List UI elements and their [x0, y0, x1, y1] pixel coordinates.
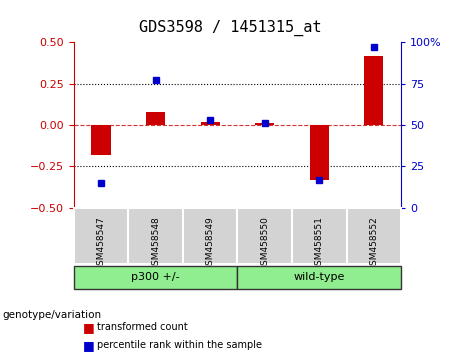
- FancyBboxPatch shape: [237, 266, 401, 289]
- FancyBboxPatch shape: [347, 208, 401, 264]
- Text: GSM458547: GSM458547: [96, 216, 106, 271]
- Text: GSM458549: GSM458549: [206, 216, 215, 271]
- Bar: [255, 124, 274, 125]
- FancyBboxPatch shape: [237, 208, 292, 264]
- Bar: [310, 125, 329, 179]
- Text: GSM458552: GSM458552: [369, 216, 378, 271]
- Bar: [201, 122, 220, 125]
- Bar: [91, 125, 111, 155]
- Text: GDS3598 / 1451315_at: GDS3598 / 1451315_at: [139, 20, 322, 36]
- Text: ■: ■: [83, 339, 95, 352]
- Text: ■: ■: [83, 321, 95, 334]
- Text: GSM458551: GSM458551: [315, 216, 324, 271]
- Bar: [146, 112, 165, 125]
- FancyBboxPatch shape: [74, 208, 128, 264]
- Text: wild-type: wild-type: [294, 272, 345, 282]
- FancyBboxPatch shape: [128, 208, 183, 264]
- FancyBboxPatch shape: [74, 266, 237, 289]
- FancyBboxPatch shape: [183, 208, 237, 264]
- FancyBboxPatch shape: [292, 208, 347, 264]
- Text: transformed count: transformed count: [97, 322, 188, 332]
- Text: GSM458550: GSM458550: [260, 216, 269, 271]
- Text: p300 +/-: p300 +/-: [131, 272, 180, 282]
- Bar: [364, 56, 384, 125]
- Text: genotype/variation: genotype/variation: [2, 310, 101, 320]
- Text: percentile rank within the sample: percentile rank within the sample: [97, 340, 262, 350]
- Text: GSM458548: GSM458548: [151, 216, 160, 271]
